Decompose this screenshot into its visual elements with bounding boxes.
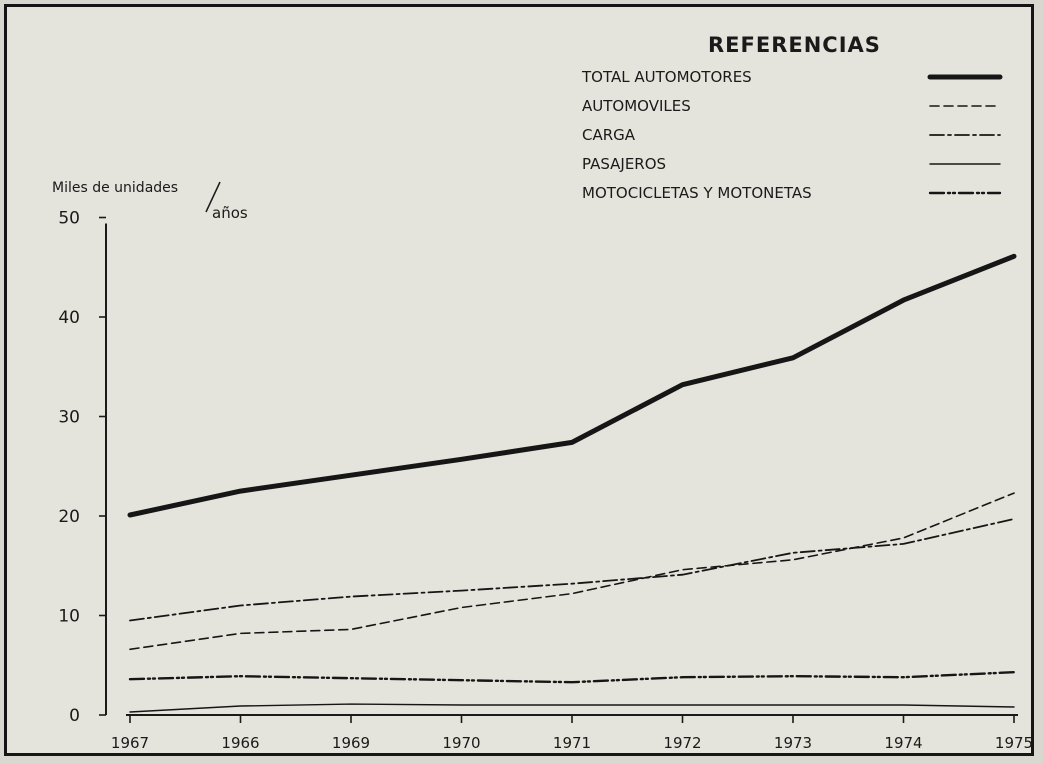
y-tick-label: 10 xyxy=(58,607,80,627)
y-tick-label: 0 xyxy=(69,706,80,726)
series-line-3 xyxy=(129,703,1015,713)
series-line-0 xyxy=(127,253,1017,518)
y-tick-label: 20 xyxy=(58,507,80,527)
chart-frame xyxy=(4,4,1034,756)
x-tick-label: 1971 xyxy=(553,734,591,752)
x-tick-label: 1975 xyxy=(995,734,1033,752)
series-group xyxy=(127,253,1017,713)
y-axis-label-slash xyxy=(205,181,221,213)
x-tick-label: 1966 xyxy=(221,734,259,752)
legend-entry-label: MOTOCICLETAS Y MOTONETAS xyxy=(582,184,812,202)
legend-entry-label: AUTOMOVILES xyxy=(582,97,691,115)
y-tick-label: 50 xyxy=(58,209,80,229)
y-tick-label: 30 xyxy=(58,408,80,428)
y-tick-label: 40 xyxy=(58,308,80,328)
series-line-2 xyxy=(129,518,1015,622)
legend: REFERENCIAS TOTAL AUTOMOTORES AUTOMOVILES… xyxy=(581,33,1003,202)
legend-entry-label: PASAJEROS xyxy=(582,155,666,173)
legend-title: REFERENCIAS xyxy=(708,33,881,57)
series-line-4 xyxy=(128,671,1016,684)
legend-entry-label: CARGA xyxy=(582,126,636,144)
y-axis-label-suffix: años xyxy=(212,204,248,222)
x-tick-label: 1969 xyxy=(332,734,370,752)
x-tick-label: 1970 xyxy=(442,734,480,752)
y-axis-label: Miles de unidades xyxy=(52,180,178,196)
legend-entry-label: TOTAL AUTOMOTORES xyxy=(581,68,752,86)
axes-group: 0 10 20 30 40 50 1967 1966 1969 1970 1971 1972 1973 1… xyxy=(58,209,1033,753)
x-tick-label: 1972 xyxy=(663,734,701,752)
x-tick-label: 1967 xyxy=(111,734,149,752)
series-line-1 xyxy=(129,492,1015,651)
x-tick-label: 1974 xyxy=(884,734,922,752)
x-tick-label: 1973 xyxy=(774,734,812,752)
